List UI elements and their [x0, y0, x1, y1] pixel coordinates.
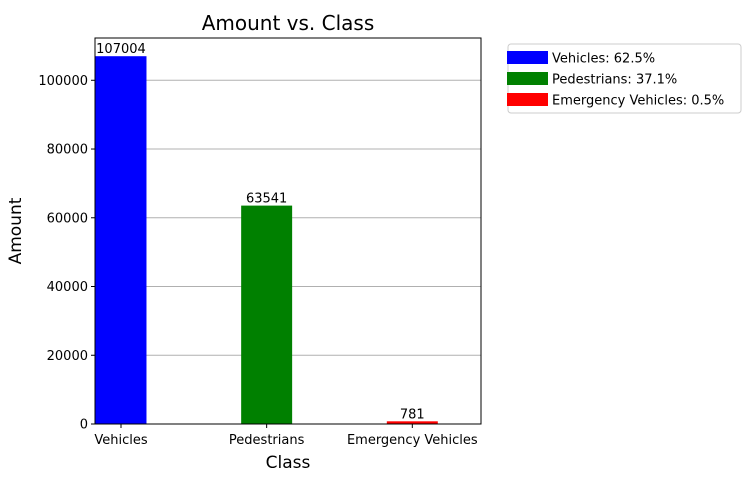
- y-tick-label: 20000: [47, 349, 88, 364]
- bar-pedestrians: [241, 205, 293, 424]
- x-tick-label: Vehicles: [94, 433, 147, 448]
- x-axis-label: Class: [266, 453, 311, 473]
- bar-value-label: 781: [400, 407, 425, 422]
- legend-entry: Emergency Vehicles: 0.5%: [552, 94, 724, 109]
- chart-title: Amount vs. Class: [202, 11, 375, 35]
- y-axis-label: Amount: [6, 197, 26, 264]
- y-tick-label: 100000: [38, 74, 88, 89]
- y-axis-ticks: 0 20000 40000 60000 80000 100000: [38, 74, 95, 433]
- legend-swatch: [507, 51, 548, 64]
- y-tick-label: 0: [80, 418, 88, 433]
- y-tick-label: 60000: [47, 211, 88, 226]
- bar-value-label: 107004: [96, 42, 146, 57]
- bar-value-label: 63541: [246, 192, 287, 207]
- plot-frame: [94, 37, 482, 425]
- legend-swatch: [507, 72, 548, 85]
- bar-emergency-vehicles: [386, 421, 438, 424]
- x-tick-label: Emergency Vehicles: [347, 433, 478, 448]
- y-tick-label: 40000: [47, 280, 88, 295]
- x-tick-label: Pedestrians: [229, 433, 305, 448]
- legend: Vehicles: 62.5% Pedestrians: 37.1% Emergen…: [507, 43, 742, 114]
- legend-entry: Pedestrians: 37.1%: [552, 73, 677, 88]
- legend-entry: Vehicles: 62.5%: [552, 52, 655, 67]
- bar-vehicles: [95, 56, 147, 425]
- x-axis-ticks: Vehicles Pedestrians Emergency Vehicles: [94, 424, 478, 448]
- legend-swatch: [507, 93, 548, 106]
- y-tick-label: 80000: [47, 143, 88, 158]
- bars: 107004 63541 781: [95, 42, 438, 425]
